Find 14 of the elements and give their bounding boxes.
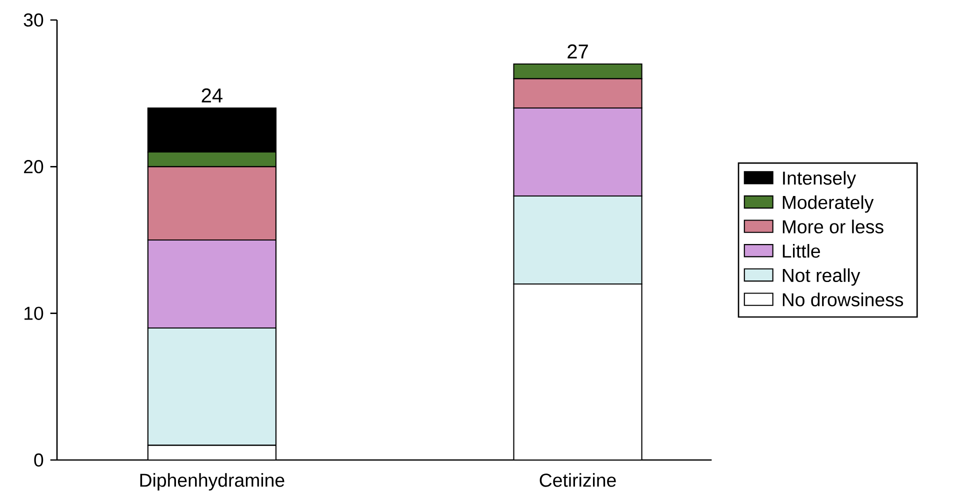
legend-label: More or less <box>782 220 884 234</box>
legend-label: Not really <box>782 268 860 286</box>
legend-label: Moderately <box>782 195 874 213</box>
y-tick-label: 0 <box>34 453 44 467</box>
y-tick-label: 20 <box>24 160 44 174</box>
legend-label: Intensely <box>783 171 856 188</box>
x-tick-label: Diphenhydramine <box>140 473 284 491</box>
y-tick-label: 30 <box>24 13 44 27</box>
legend-label: Little <box>782 244 820 258</box>
total-label: 24 <box>202 88 222 102</box>
y-tick-label: 10 <box>24 306 44 320</box>
total-label: 27 <box>568 44 588 58</box>
legend-label: No drowsiness <box>782 292 904 306</box>
x-tick-label: Cetirizine <box>540 473 616 487</box>
